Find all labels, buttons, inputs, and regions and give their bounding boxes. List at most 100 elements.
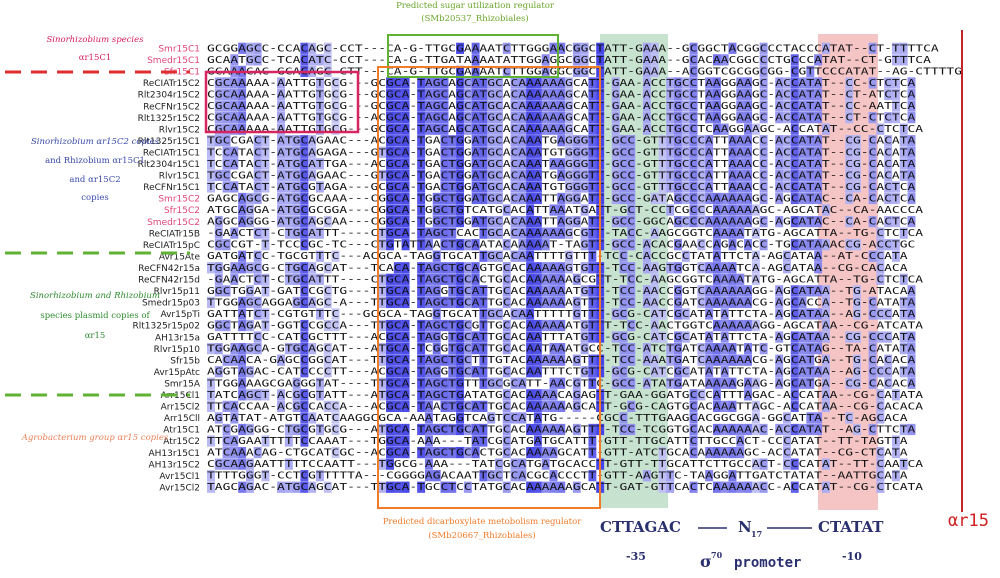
residue-shade — [736, 423, 745, 436]
residue-shade — [642, 262, 651, 274]
residue-shade — [720, 400, 729, 412]
residue-shade — [806, 169, 815, 181]
residue-shade — [448, 366, 457, 378]
residue-shade — [401, 100, 410, 112]
residue-shade — [798, 366, 807, 378]
residue-shade — [759, 65, 768, 78]
residue-shade — [845, 100, 854, 112]
residue-shade — [876, 273, 885, 285]
residue-shade — [261, 227, 270, 239]
residue-shade — [284, 135, 293, 147]
residue-shade — [853, 296, 862, 309]
residue-shade — [440, 112, 449, 124]
residue-shade — [526, 112, 535, 124]
residue-shade — [300, 481, 309, 493]
residue-shade — [814, 308, 823, 320]
residue-shade — [666, 377, 675, 389]
residue-shade — [471, 343, 480, 355]
residue-shade — [245, 481, 254, 493]
residue-shade — [806, 181, 815, 193]
residue-shade — [471, 273, 480, 285]
residue-shade — [876, 446, 885, 459]
residue-shade — [549, 354, 558, 366]
residue-shade — [853, 308, 862, 320]
residue-shade — [300, 319, 309, 332]
residue-shade — [557, 354, 566, 366]
residue-shade — [821, 481, 830, 493]
residue-shade — [845, 215, 854, 228]
residue-shade — [300, 169, 309, 181]
residue-shade — [705, 169, 714, 181]
residue-shade — [533, 354, 542, 366]
residue-shade — [417, 285, 426, 297]
residue-shade — [580, 366, 589, 378]
residue-shade — [456, 377, 465, 389]
residue-shade — [697, 354, 706, 366]
residue-shade — [417, 389, 426, 401]
residue-shade — [728, 377, 737, 389]
residue-shade — [463, 262, 472, 274]
residue-shade — [565, 146, 574, 158]
residue-shade — [378, 481, 387, 493]
residue-shade — [572, 273, 581, 285]
residue-shade — [697, 389, 706, 401]
residue-shade — [230, 262, 239, 274]
residue-shade — [502, 42, 511, 54]
residue-shade — [728, 446, 737, 459]
residue-shade — [315, 77, 324, 89]
residue-shade — [526, 227, 535, 239]
residue-shade — [456, 204, 465, 216]
residue-shade — [658, 308, 667, 320]
residue-shade — [526, 285, 535, 297]
residue-shade — [580, 319, 589, 332]
residue-shade — [393, 100, 402, 112]
residue-shade — [642, 239, 651, 251]
residue-shade — [245, 262, 254, 274]
residue-shade — [775, 308, 784, 320]
residue-shade — [899, 366, 908, 378]
residue-shade — [533, 412, 542, 424]
residue-shade — [658, 470, 667, 482]
residue-shade — [463, 88, 472, 101]
residue-shade — [456, 400, 465, 412]
residue-shade — [666, 123, 675, 135]
residue-shade — [253, 273, 262, 285]
residue-shade — [907, 343, 916, 355]
residue-shade — [565, 77, 574, 89]
residue-shade — [471, 331, 480, 343]
residue-shade — [681, 181, 690, 193]
sequence: CGCAAAAA-AATTGTGCG---GCGCA-TAGCAGCATGCAC… — [207, 124, 923, 135]
residue-shade — [456, 273, 465, 285]
residue-shade — [588, 146, 597, 158]
residue-shade — [487, 88, 496, 101]
residue-shade — [424, 77, 433, 89]
residue-shade — [230, 77, 239, 89]
residue-shade — [650, 296, 659, 309]
residue-shade — [456, 146, 465, 158]
sequence: TATCAGCT-ACGCGTATT---ATGCA-TAGCTGATATGCA… — [207, 390, 923, 401]
residue-shade — [300, 146, 309, 158]
residue-shade — [502, 331, 511, 343]
residue-shade — [798, 296, 807, 309]
residue-shade — [533, 446, 542, 459]
residue-shade — [720, 481, 729, 493]
residue-shade — [471, 400, 480, 412]
residue-shade — [393, 481, 402, 493]
residue-shade — [245, 343, 254, 355]
residue-shade — [674, 215, 682, 228]
residue-shade — [775, 158, 784, 170]
residue-shade — [386, 400, 395, 412]
residue-shade — [541, 285, 550, 297]
residue-shade — [658, 481, 667, 493]
residue-shade — [222, 77, 231, 89]
residue-shade — [580, 285, 589, 297]
residue-shade — [712, 77, 721, 89]
residue-shade — [821, 239, 830, 251]
residue-shade — [440, 215, 449, 228]
residue-shade — [440, 481, 449, 493]
residue-shade — [814, 192, 823, 205]
residue-shade — [814, 331, 823, 343]
residue-shade — [440, 158, 449, 170]
residue-shade — [300, 204, 309, 216]
residue-shade — [456, 65, 465, 78]
